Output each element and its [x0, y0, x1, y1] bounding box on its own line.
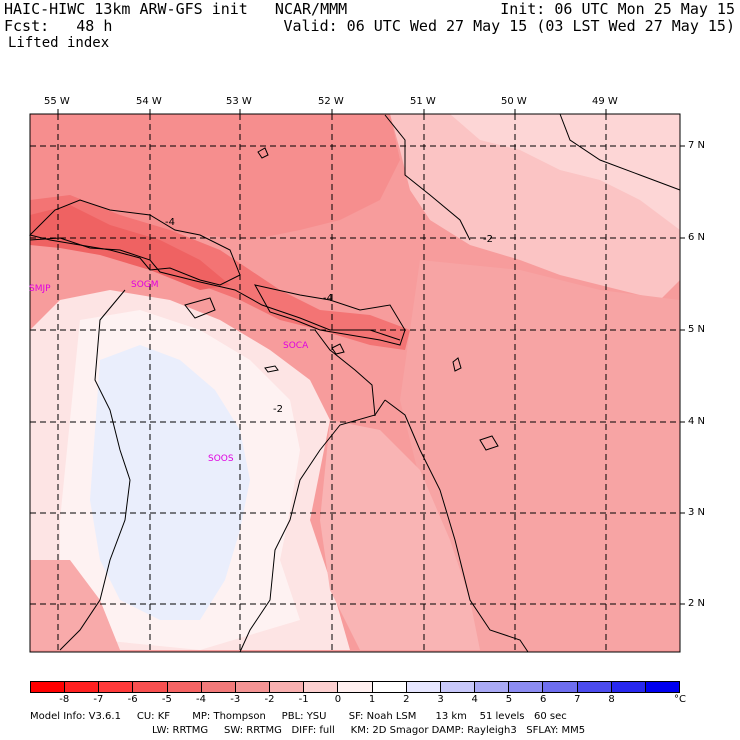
contour-label-minus2-sw: -2 [273, 404, 283, 415]
colorbar-tick-label: 3 [437, 694, 444, 705]
colorbar [30, 681, 680, 693]
colorbar-tick-label: -1 [298, 694, 309, 705]
coast-amapa [559, 113, 681, 191]
station-soca: SOCA [283, 341, 309, 351]
contour-closed-6 [331, 343, 345, 355]
contour-closed-5 [264, 365, 279, 373]
colorbar-swatch [406, 682, 441, 692]
colorbar-tick-label: -2 [264, 694, 275, 705]
station-sogm: SOGM [131, 280, 159, 290]
fill-positive [90, 345, 250, 620]
colorbar-swatch [235, 682, 271, 692]
colorbar-swatch [645, 682, 679, 692]
fill-sw [30, 560, 120, 650]
colorbar-swatch [99, 682, 134, 692]
contour-minus4-west [29, 199, 241, 286]
colorbar-tick-label: 8 [608, 694, 615, 705]
colorbar-swatch [270, 682, 305, 692]
contour-minus4-east [254, 284, 406, 346]
colorbar-swatch [577, 682, 612, 692]
lon-label-49w: 49 W [592, 96, 618, 107]
colorbar-tick-label: 4 [471, 694, 478, 705]
lon-label-54w: 54 W [136, 96, 162, 107]
lon-label-55w: 55 W [44, 96, 70, 107]
lon-label-52w: 52 W [318, 96, 344, 107]
colorbar-swatch [543, 682, 578, 692]
lat-label-3n: 3 N [688, 507, 706, 518]
lat-label-6n: 6 N [688, 232, 706, 243]
lat-label-2n: 2 N [688, 598, 706, 609]
fill-coast-darkest [30, 205, 230, 290]
forecast-hour: Fcst: 48 h [4, 17, 113, 35]
colorbar-swatch [440, 682, 476, 692]
colorbar-tick-label: -8 [59, 694, 70, 705]
map-frame [29, 113, 681, 653]
contour-label-minus4-west: -4 [165, 217, 175, 228]
colorbar-swatch [509, 682, 544, 692]
lon-label-53w: 53 W [226, 96, 252, 107]
contour-label-minus2-ne: -2 [483, 234, 493, 245]
contour-label-minus4-east: -4 [323, 293, 333, 304]
colorbar-tick-label: 6 [539, 694, 547, 705]
colorbar-swatch [133, 682, 168, 692]
model-info-line2: LW: RRTMG SW: RRTMG DIFF: full KM: 2D Sm… [152, 725, 586, 736]
colorbar-unit: °C [674, 694, 686, 705]
border-maroni [314, 329, 376, 417]
station-smjp: SMJP [29, 284, 51, 294]
colorbar-swatch [338, 682, 373, 692]
contour-closed-1 [184, 297, 216, 319]
colorbar-swatch [31, 682, 66, 692]
colorbar-swatch [167, 682, 202, 692]
lat-label-7n: 7 N [688, 140, 706, 151]
colorbar-tick-label: 0 [334, 694, 342, 705]
contours [29, 147, 499, 451]
boundaries [29, 113, 681, 653]
fill-ne-lighter [450, 114, 680, 230]
model-info-line1: Model Info: V3.6.1 CU: KF MP: Thompson P… [30, 711, 567, 722]
fill-east [400, 260, 680, 650]
lon-label-50w: 50 W [501, 96, 527, 107]
colorbar-tick-label: -3 [230, 694, 241, 705]
contour-closed-2 [257, 147, 269, 159]
coast-east [384, 114, 471, 241]
colorbar-swatch [611, 682, 646, 692]
colorbar-tick-label: 7 [574, 694, 581, 705]
field-name: Lifted index [8, 35, 110, 51]
valid-time: Valid: 06 UTC Wed 27 May 15 (03 LST Wed … [283, 17, 735, 35]
graticule [30, 114, 680, 652]
colorbar-swatch [65, 682, 100, 692]
colorbar-tick-label: 1 [368, 694, 376, 705]
colorbar-tick-label: 5 [505, 694, 513, 705]
lat-label-4n: 4 N [688, 416, 706, 427]
border-fg-brazil [384, 399, 529, 653]
lon-label-51w: 51 W [410, 96, 436, 107]
colorbar-tick-label: -6 [127, 694, 138, 705]
title-line1: HAIC-HIWC 13km ARW-GFS init NCAR/MMM [4, 0, 348, 18]
border-suriname-south [239, 399, 386, 653]
colorbar-tick-label: -7 [93, 694, 104, 705]
ticks [57, 109, 685, 605]
colorbar-swatch [372, 682, 407, 692]
map-fill [30, 114, 680, 652]
fill-south-mid [320, 420, 480, 650]
colorbar-swatch [304, 682, 339, 692]
lat-label-5n: 5 N [688, 324, 706, 335]
station-soos: SOOS [208, 454, 234, 464]
colorbar-tick-label: -4 [196, 694, 207, 705]
border-guyana [59, 289, 131, 651]
colorbar-swatch [475, 682, 510, 692]
contour-closed-4 [452, 357, 462, 372]
colorbar-tick-label: -5 [161, 694, 172, 705]
contour-closed-3 [479, 435, 499, 451]
colorbar-tick-label: 2 [403, 694, 410, 705]
colorbar-swatch [201, 682, 236, 692]
init-time: Init: 06 UTC Mon 25 May 15 [500, 0, 735, 18]
